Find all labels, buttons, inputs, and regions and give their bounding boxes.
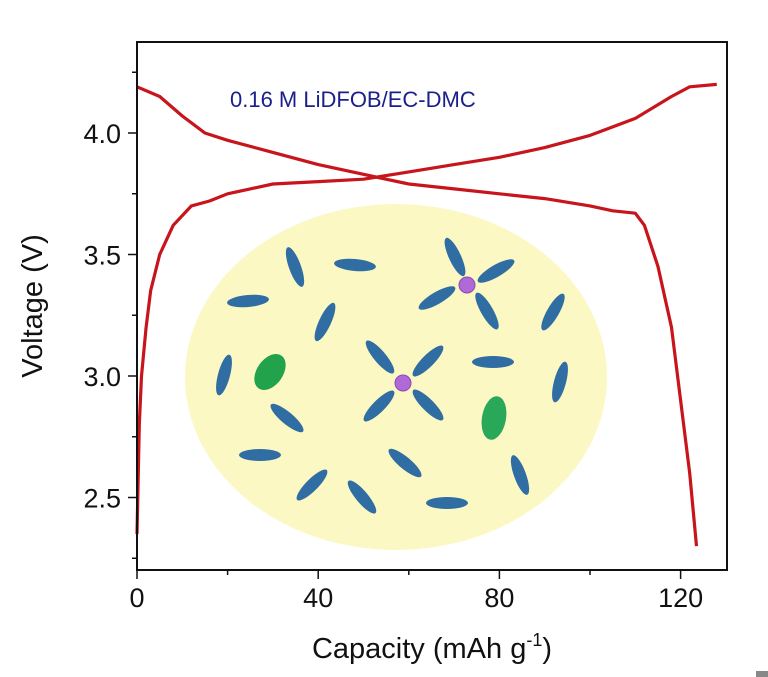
solvent-molecule	[426, 497, 468, 509]
electrolyte-illustration	[185, 204, 607, 550]
solvent-molecule	[334, 258, 376, 272]
solvent-molecule	[444, 237, 466, 277]
solvent-molecule	[510, 455, 530, 495]
solvent-molecule	[418, 286, 456, 310]
lithium-ion	[458, 276, 476, 294]
solvent-molecule	[475, 292, 499, 330]
solvent-molecule	[285, 247, 305, 287]
x-tick-label: 0	[129, 583, 144, 613]
x-tick-label: 80	[484, 583, 514, 613]
solvent-molecule	[412, 389, 444, 421]
anion-green	[254, 353, 286, 391]
solvent-molecule	[227, 294, 269, 308]
solvent-molecule	[388, 448, 422, 478]
y-tick-label: 3.0	[83, 362, 121, 392]
solution-bubble	[185, 204, 607, 550]
y-tick-label: 4.0	[83, 119, 121, 149]
solvent-molecule	[365, 340, 395, 374]
solvent-molecule	[412, 345, 444, 377]
plot-frame	[136, 41, 728, 571]
x-axis-title-sup: -1	[526, 630, 542, 650]
corner-mark	[756, 671, 768, 677]
y-tick-label: 2.5	[83, 484, 121, 514]
x-tick-label: 120	[658, 583, 703, 613]
x-axis-title: Capacity (mAh g-1)	[312, 630, 552, 665]
solvent-molecule	[477, 259, 515, 283]
solvent-molecule	[270, 403, 304, 433]
solvent-molecule	[314, 302, 336, 342]
x-axis-title-main: Capacity (mAh g	[312, 633, 526, 665]
charge-curve	[135, 82, 717, 535]
solvent-molecule	[552, 361, 568, 403]
solvent-molecule	[296, 469, 328, 501]
x-tick-label: 40	[303, 583, 333, 613]
discharge-curve	[136, 85, 699, 547]
anion-green	[481, 396, 507, 440]
solvent-molecule	[347, 480, 377, 514]
y-tick-label: 3.5	[83, 241, 121, 271]
solvent-molecule	[472, 356, 514, 368]
solvent-molecule	[541, 293, 565, 331]
solvent-molecule	[363, 390, 395, 422]
solvent-molecule	[216, 354, 232, 396]
electrolyte-annotation: 0.16 M LiDFOB/EC-DMC	[230, 87, 476, 112]
x-axis-title-end: )	[542, 633, 552, 665]
y-axis-title: Voltage (V)	[17, 234, 49, 377]
solvent-molecule	[239, 449, 281, 461]
lithium-ion	[394, 374, 412, 392]
